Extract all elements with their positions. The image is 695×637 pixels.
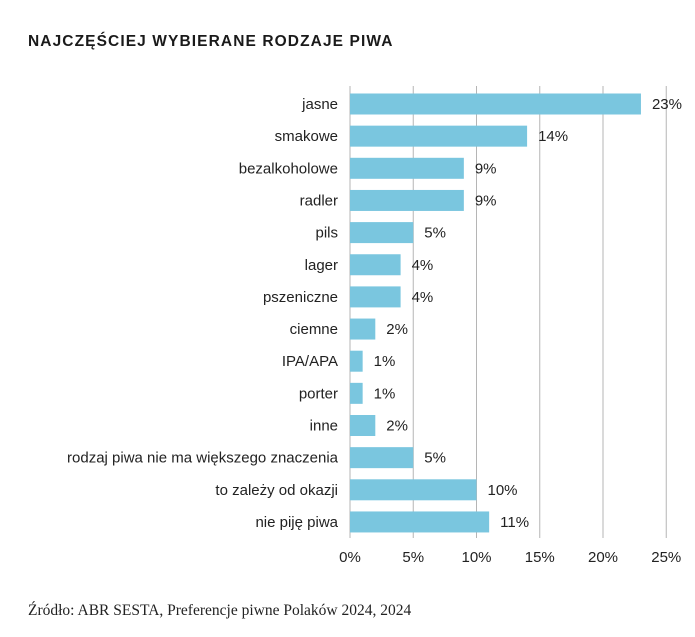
bar — [350, 318, 376, 340]
category-label: radler — [300, 192, 338, 209]
value-label: 10% — [488, 482, 518, 499]
value-label: 14% — [538, 128, 568, 145]
category-label: smakowe — [275, 128, 338, 145]
x-tick-label: 15% — [525, 549, 555, 566]
category-label: ciemne — [290, 321, 338, 338]
value-label: 4% — [412, 257, 434, 274]
category-label: pils — [315, 225, 338, 242]
x-tick-label: 25% — [651, 549, 681, 566]
x-tick-label: 20% — [588, 549, 618, 566]
bar — [350, 222, 414, 244]
value-label: 5% — [424, 450, 446, 467]
x-tick-label: 5% — [402, 549, 424, 566]
bar — [350, 447, 414, 469]
bar — [350, 125, 528, 147]
value-label: 4% — [412, 289, 434, 306]
category-label: to zależy od okazji — [215, 482, 338, 499]
chart-title: NAJCZĘŚCIEJ WYBIERANE RODZAJE PIWA — [28, 33, 394, 50]
value-label: 2% — [386, 321, 408, 338]
bar — [350, 511, 490, 533]
value-label: 2% — [386, 418, 408, 435]
x-tick-label: 0% — [339, 549, 361, 566]
value-labels: 23%14%9%9%5%4%4%2%1%1%2%5%10%11% — [374, 96, 682, 531]
bar — [350, 350, 363, 372]
value-label: 1% — [374, 353, 396, 370]
category-label: pszeniczne — [263, 289, 338, 306]
category-label: rodzaj piwa nie ma większego znaczenia — [67, 450, 339, 467]
bar — [350, 479, 477, 501]
value-label: 5% — [424, 225, 446, 242]
bar — [350, 189, 464, 211]
category-label: IPA/APA — [282, 353, 338, 370]
bar — [350, 382, 363, 404]
bar — [350, 415, 376, 436]
bar — [350, 286, 401, 308]
x-axis-tick-labels: 0% 5% 10% 15% 20% 25% — [339, 549, 681, 566]
x-tick-label: 10% — [461, 549, 491, 566]
bars — [350, 93, 641, 533]
source-note: Źródło: ABR SESTA, Preferencje piwne Pol… — [28, 602, 412, 619]
category-label: inne — [310, 418, 338, 435]
category-label: bezalkoholowe — [239, 160, 338, 177]
category-labels: jasne smakowe bezalkoholowe radler pils lager… — [67, 96, 339, 531]
category-label: nie piję piwa — [255, 514, 338, 531]
value-label: 9% — [475, 160, 497, 177]
category-label: lager — [305, 257, 338, 274]
bar — [350, 254, 401, 276]
value-label: 11% — [500, 514, 529, 531]
category-label: jasne — [301, 96, 338, 113]
bar — [350, 93, 641, 115]
value-label: 1% — [374, 385, 396, 402]
gridlines — [349, 86, 667, 538]
value-label: 9% — [475, 192, 497, 209]
value-label: 23% — [652, 96, 682, 113]
bar — [350, 157, 464, 179]
category-label: porter — [299, 385, 338, 402]
